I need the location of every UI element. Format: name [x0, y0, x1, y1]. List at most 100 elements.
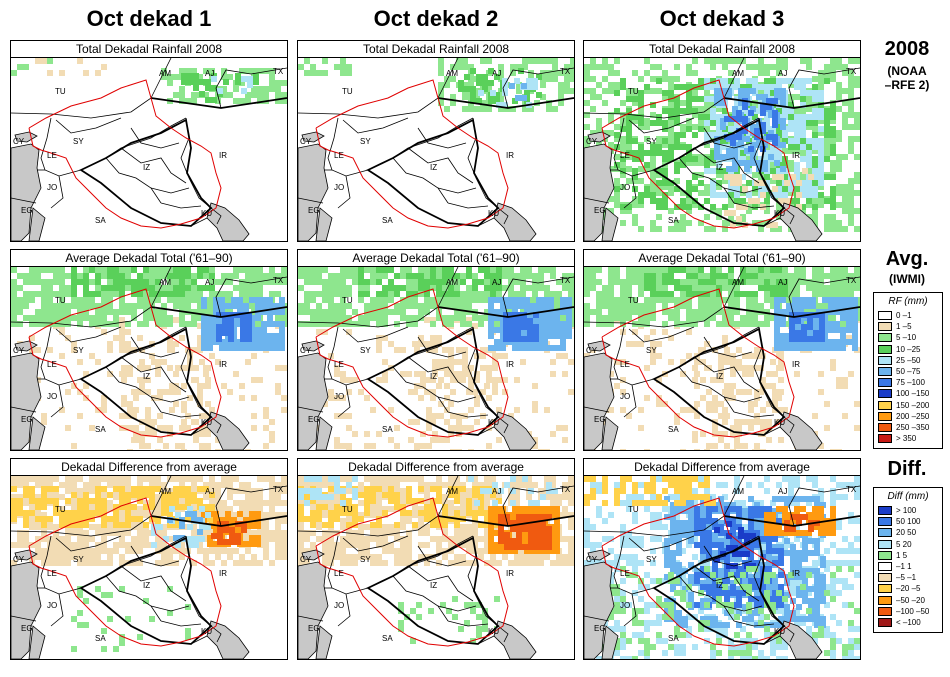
rainfall-cell — [536, 297, 542, 303]
rainfall-cell — [644, 124, 650, 130]
rainfall-cell — [95, 530, 101, 536]
rainfall-cell — [730, 425, 736, 431]
rainfall-cell — [638, 150, 644, 156]
rainfall-cell — [139, 437, 145, 443]
rainfall-cell — [650, 154, 656, 160]
rainfall-cell — [281, 536, 287, 542]
rainfall-cell — [724, 359, 730, 365]
rainfall-cell — [263, 273, 269, 279]
rainfall-cell — [470, 68, 476, 74]
rainfall-cell — [748, 365, 754, 371]
rainfall-cell — [704, 78, 710, 84]
rainfall-cell — [179, 335, 185, 341]
country-label: CY — [300, 137, 312, 146]
rainfall-cell — [203, 68, 209, 74]
rainfall-cell — [29, 518, 35, 524]
rainfall-cell — [794, 120, 800, 126]
rainfall-cell — [95, 285, 101, 291]
rainfall-cell — [127, 401, 133, 407]
rainfall-cell — [806, 138, 812, 144]
rainfall-cell — [161, 492, 167, 498]
rainfall-cell — [89, 536, 95, 542]
rainfall-cell — [764, 273, 770, 279]
rainfall-cell — [836, 88, 842, 94]
rainfall-cell — [810, 303, 816, 309]
rainfall-cell — [644, 279, 650, 285]
rainfall-cell — [668, 208, 674, 214]
rainfall-cell — [722, 335, 728, 341]
rainfall-cell — [191, 511, 197, 517]
rainfall-cell — [394, 347, 400, 353]
rainfall-cell — [406, 321, 412, 327]
rainfall-cell — [41, 530, 47, 536]
rainfall-cell — [173, 341, 179, 347]
rainfall-cell — [795, 318, 801, 324]
rainfall-cell — [273, 333, 279, 339]
rainfall-cell — [846, 309, 852, 315]
rainfall-cell — [842, 383, 848, 389]
rainfall-cell — [23, 522, 29, 528]
rainfall-cell — [322, 285, 328, 291]
rainfall-cell — [842, 285, 848, 291]
rainfall-cell — [131, 303, 137, 309]
rainfall-cell — [736, 174, 742, 180]
rainfall-cell — [560, 339, 566, 345]
rainfall-cell — [101, 494, 107, 500]
rainfall-cell — [852, 297, 858, 303]
rainfall-cell — [718, 437, 724, 443]
rainfall-cell — [304, 309, 310, 315]
rainfall-cell — [113, 335, 119, 341]
rainfall-cell — [614, 70, 620, 76]
rainfall-cell — [458, 80, 464, 86]
rainfall-cell — [686, 291, 692, 297]
rainfall-cell — [754, 180, 760, 186]
rainfall-cell — [225, 511, 231, 517]
rainfall-cell — [766, 401, 772, 407]
rainfall-cell — [231, 297, 237, 303]
rainfall-cell — [824, 142, 830, 148]
rainfall-cell — [562, 273, 568, 279]
rainfall-cell — [155, 449, 161, 450]
rainfall-cell — [778, 174, 784, 180]
rainfall-cell — [770, 168, 776, 174]
rainfall-cell — [521, 324, 527, 330]
rainfall-cell — [813, 336, 819, 342]
rainfall-cell — [340, 64, 346, 70]
rainfall-cell — [698, 172, 704, 178]
rainfall-cell — [468, 76, 474, 82]
rainfall-cell — [656, 114, 662, 120]
rainfall-cell — [193, 437, 199, 443]
rainfall-cell — [29, 279, 35, 285]
rainfall-cell — [700, 395, 706, 401]
rainfall-cell — [488, 80, 494, 86]
rainfall-cell — [782, 64, 788, 70]
rainfall-cell — [199, 449, 205, 450]
rainfall-cell — [848, 371, 854, 377]
rainfall-cell — [788, 102, 794, 108]
rainfall-cell — [53, 548, 59, 554]
country-label: JO — [620, 392, 630, 401]
rainfall-cell — [704, 58, 710, 64]
country-label: SY — [73, 346, 84, 355]
rainfall-cell — [736, 389, 742, 395]
rainfall-cell — [107, 492, 113, 498]
country-label: JO — [334, 392, 344, 401]
rainfall-cell — [448, 279, 454, 285]
rainfall-cell — [35, 512, 41, 518]
rainfall-cell — [492, 353, 498, 359]
rainfall-cell — [376, 341, 382, 347]
rainfall-cell — [251, 494, 257, 500]
rainfall-cell — [370, 273, 376, 279]
rainfall-cell — [11, 303, 17, 309]
rainfall-cell — [334, 437, 340, 443]
country-border — [678, 366, 735, 413]
rainfall-cell — [842, 190, 848, 196]
rainfall-cell — [644, 303, 650, 309]
rainfall-cell — [456, 359, 462, 365]
rainfall-cell — [107, 560, 113, 566]
rainfall-cell — [488, 345, 494, 351]
rainfall-cell — [388, 437, 394, 443]
rainfall-cell — [185, 285, 191, 291]
rainfall-cell — [222, 318, 228, 324]
rainfall-cell — [704, 341, 710, 347]
